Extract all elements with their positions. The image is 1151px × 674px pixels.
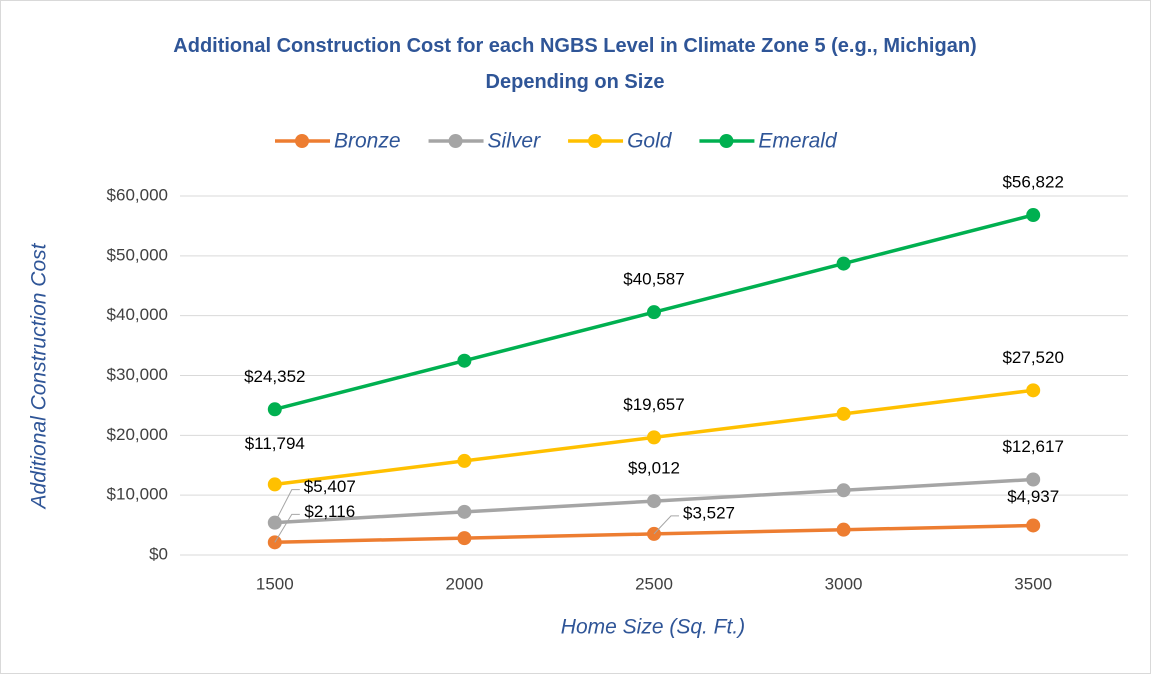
data-point — [267, 477, 282, 492]
data-point — [836, 522, 851, 537]
x-axis-title: Home Size (Sq. Ft.) — [561, 616, 745, 639]
data-point — [836, 406, 851, 421]
data-label: $11,794 — [245, 434, 305, 453]
data-label: $19,657 — [623, 395, 684, 414]
x-tick-label: 1500 — [256, 574, 294, 593]
legend-marker — [719, 134, 734, 148]
data-point — [1026, 472, 1041, 487]
data-label: $12,617 — [1002, 437, 1063, 456]
y-tick-label: $10,000 — [107, 485, 168, 504]
data-point — [457, 504, 472, 519]
data-label: $9,012 — [628, 459, 680, 478]
x-tick-label: 2500 — [635, 574, 673, 593]
data-point — [647, 430, 661, 445]
data-label: $2,116 — [304, 502, 355, 521]
data-point — [836, 483, 851, 498]
label-leader — [653, 515, 679, 535]
data-point — [1026, 383, 1041, 398]
data-label: $56,822 — [1002, 172, 1063, 191]
data-point — [457, 531, 472, 546]
legend-label: Gold — [627, 130, 673, 153]
data-point — [267, 402, 282, 417]
x-tick-label: 3500 — [1014, 574, 1052, 593]
y-tick-label: $40,000 — [107, 305, 168, 324]
label-leader — [274, 489, 300, 523]
data-point — [457, 453, 472, 468]
x-tick-label: 2000 — [445, 574, 483, 593]
y-tick-label: $0 — [149, 544, 168, 563]
data-label: $5,407 — [304, 477, 356, 496]
data-label: $40,587 — [623, 270, 684, 289]
data-label: $4,937 — [1007, 487, 1059, 506]
y-tick-label: $60,000 — [107, 185, 168, 204]
x-tick-label: 3000 — [825, 574, 863, 593]
legend-marker — [295, 134, 309, 148]
y-axis-title: Additional Construction Cost — [28, 242, 51, 510]
y-tick-label: $20,000 — [107, 425, 168, 444]
legend-label: Silver — [488, 130, 542, 153]
y-tick-label: $30,000 — [107, 365, 168, 384]
data-label: $24,352 — [244, 367, 305, 386]
data-point — [647, 494, 661, 509]
chart-title: Additional Construction Cost for each NG… — [173, 35, 977, 93]
data-point — [457, 353, 472, 368]
data-point — [647, 305, 661, 320]
legend-label: Emerald — [758, 130, 838, 153]
data-label: $3,527 — [683, 503, 735, 522]
data-point — [1026, 208, 1041, 223]
data-label: $27,520 — [1002, 348, 1063, 367]
legend-label: Bronze — [334, 130, 401, 153]
y-tick-label: $50,000 — [107, 245, 168, 264]
legend-marker — [448, 134, 463, 148]
label-leader — [274, 513, 300, 543]
data-point — [1026, 518, 1041, 533]
data-point — [836, 256, 851, 271]
legend-marker — [588, 134, 603, 148]
